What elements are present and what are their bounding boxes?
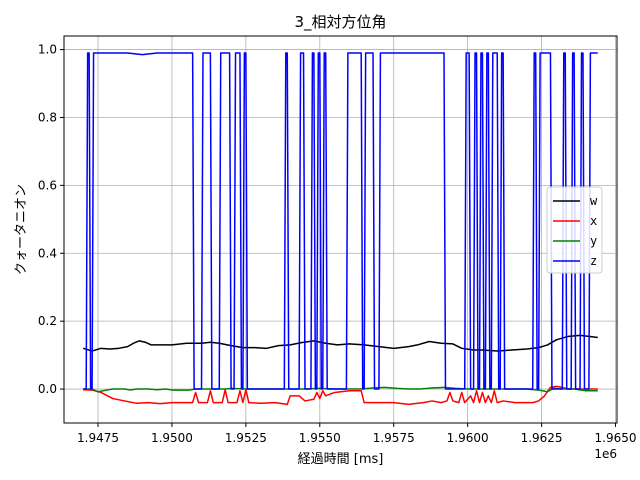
x-offset-label: 1e6: [594, 447, 617, 461]
x-tick-label: 1.9475: [77, 431, 119, 445]
legend-label-x: x: [590, 214, 597, 228]
chart-title: 3_相対方位角: [294, 13, 386, 32]
y-tick-label: 0.6: [38, 178, 57, 192]
legend-label-y: y: [590, 234, 597, 248]
y-tick-label: 0.4: [38, 246, 57, 260]
series-line-x: [83, 385, 598, 406]
x-tick-label: 1.9550: [299, 431, 341, 445]
legend-label-z: z: [590, 254, 597, 268]
x-tick-label: 1.9500: [151, 431, 193, 445]
legend-box: [546, 186, 603, 274]
y-tick-label: 0.8: [38, 110, 57, 124]
x-axis-label: 経過時間 [ms]: [298, 452, 384, 467]
series-line-z: [83, 52, 598, 390]
x-tick-label: 1.9525: [225, 431, 267, 445]
y-tick-label: 1.0: [38, 43, 57, 57]
x-axis: 1.9475 1.9500 1.9525 1.9550 1.9575 1.9600 1.96…: [77, 423, 637, 445]
plot-frame: [63, 35, 618, 424]
x-tick-label: 1.9575: [373, 431, 415, 445]
y-tick-label: 0.2: [38, 314, 57, 328]
legend-label-w: w: [590, 194, 598, 208]
y-axis-label: クォータニオン: [14, 184, 29, 275]
x-tick-label: 1.9600: [447, 431, 489, 445]
x-tick-label: 1.9625: [521, 431, 563, 445]
series-line-w: [83, 334, 598, 352]
y-axis: 0.0 0.2 0.4 0.6 0.8 1.0: [38, 43, 64, 396]
plot-area: [83, 52, 598, 406]
y-tick-label: 0.0: [38, 382, 57, 396]
series-layer: [83, 52, 598, 406]
x-tick-label: 1.9650: [595, 431, 637, 445]
